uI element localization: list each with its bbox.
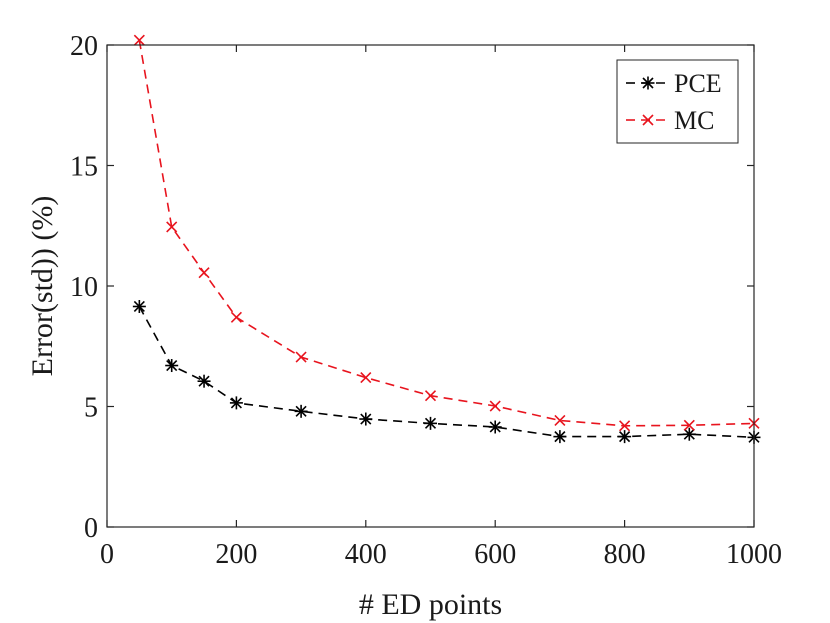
y-tick-label: 10 [70,272,98,303]
data-point-mc-stroke [554,414,566,427]
x-tick-label: 600 [474,539,516,570]
data-point-mc [683,419,695,431]
data-point-mc [295,351,307,363]
data-point-mc [133,34,145,46]
data-point-mc [489,400,501,412]
data-point-mc-stroke [360,372,372,384]
data-point-pce [165,359,179,373]
data-point-pce [294,404,308,418]
x-axis-label: # ED points [359,588,502,621]
data-point-pce [682,427,696,441]
data-point-pce [229,396,243,410]
data-point-mc-stroke [295,351,307,363]
data-point-pce [132,299,146,313]
y-tick-label: 15 [70,152,98,183]
data-point-mc [424,390,437,402]
x-tick-label: 800 [604,539,646,570]
x-tick-label: 1000 [726,539,782,570]
data-point-mc-stroke [424,390,437,402]
data-point-mc-stroke [166,221,178,233]
x-tick-label: 400 [345,539,387,570]
data-point-mc-stroke [133,34,145,46]
y-tick-label: 5 [84,393,98,424]
x-tick-label: 200 [215,539,257,570]
series-line-pce [138,306,755,439]
y-tick-label: 0 [84,513,98,544]
y-axis-label: Error(std)) (%) [26,196,59,377]
axis-ticks: 0 200 400 600 800 1000 0 5 10 15 20 [70,31,782,570]
legend-label-mc: MC [674,106,714,135]
data-point-pce [197,374,211,388]
data-point-mc [198,267,210,279]
data-point-mc [554,414,566,427]
y-tick-label: 20 [70,31,98,62]
data-point-mc [360,372,372,384]
data-point-mc-stroke [683,419,695,431]
data-point-mc [166,221,178,233]
data-point-mc-stroke [489,400,501,412]
data-point-pce [488,420,502,434]
legend: PCE MC [616,59,739,144]
data-point-pce [553,430,567,444]
data-point-mc-stroke [198,267,210,279]
legend-box [616,59,739,144]
data-point-mc-stroke [230,311,242,323]
x-tick-label: 0 [100,539,114,570]
legend-label-pce: PCE [674,69,722,98]
legend-marker-mc-stroke [642,114,654,126]
legend-marker-mc [642,114,654,126]
data-point-pce [359,412,373,426]
data-point-mc [619,420,631,432]
legend-marker-pce [641,76,655,90]
data-point-pce [424,416,437,430]
data-point-mc [230,311,242,323]
plot-series-layer [132,34,761,444]
data-point-mc-stroke [619,420,631,432]
data-point-pce [618,430,632,444]
